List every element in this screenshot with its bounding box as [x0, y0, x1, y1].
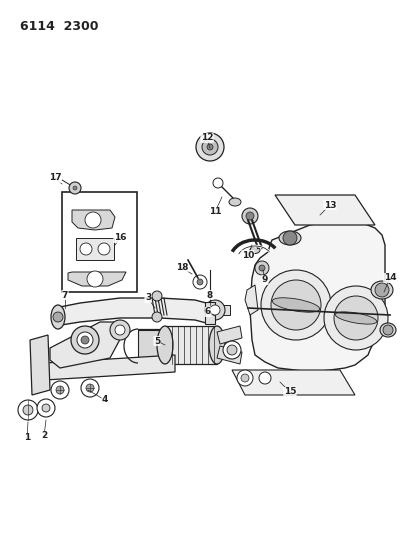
Text: 16: 16: [114, 233, 126, 243]
Ellipse shape: [209, 326, 225, 364]
Text: 12: 12: [201, 133, 213, 142]
Ellipse shape: [335, 312, 377, 324]
Polygon shape: [30, 335, 50, 395]
Circle shape: [80, 243, 92, 255]
Text: 11: 11: [209, 207, 221, 216]
Circle shape: [196, 133, 224, 161]
Circle shape: [77, 332, 93, 348]
Circle shape: [213, 178, 223, 188]
Text: 6114  2300: 6114 2300: [20, 20, 98, 33]
Circle shape: [227, 345, 237, 355]
Ellipse shape: [250, 246, 260, 254]
Circle shape: [115, 325, 125, 335]
Circle shape: [73, 186, 77, 190]
Circle shape: [334, 296, 378, 340]
Circle shape: [255, 261, 269, 275]
Circle shape: [42, 404, 50, 412]
Polygon shape: [245, 285, 258, 315]
Circle shape: [259, 372, 271, 384]
Circle shape: [375, 283, 389, 297]
Circle shape: [98, 243, 110, 255]
Polygon shape: [68, 272, 126, 286]
Circle shape: [69, 182, 81, 194]
Circle shape: [193, 275, 207, 289]
Polygon shape: [138, 330, 165, 362]
Circle shape: [237, 370, 253, 386]
Text: 9: 9: [262, 276, 268, 285]
Ellipse shape: [380, 323, 396, 337]
Circle shape: [86, 384, 94, 392]
Polygon shape: [275, 195, 375, 225]
Circle shape: [271, 280, 321, 330]
Circle shape: [210, 305, 220, 315]
Circle shape: [246, 212, 254, 220]
Circle shape: [81, 379, 99, 397]
Circle shape: [259, 265, 265, 271]
Text: 4: 4: [102, 395, 108, 405]
Circle shape: [283, 231, 297, 245]
Circle shape: [81, 336, 89, 344]
Circle shape: [205, 300, 225, 320]
Polygon shape: [250, 220, 385, 372]
Polygon shape: [232, 370, 355, 395]
Circle shape: [202, 139, 218, 155]
Ellipse shape: [371, 281, 393, 299]
Text: 5: 5: [154, 336, 160, 345]
Circle shape: [241, 374, 249, 382]
Polygon shape: [217, 326, 242, 344]
Polygon shape: [55, 298, 210, 326]
Bar: [210, 305, 230, 315]
Polygon shape: [217, 346, 242, 364]
Ellipse shape: [157, 326, 173, 364]
Ellipse shape: [51, 305, 65, 329]
Text: 14: 14: [384, 273, 396, 282]
Text: 15: 15: [284, 387, 296, 397]
Circle shape: [51, 381, 69, 399]
Bar: [165, 326, 217, 364]
Text: 8: 8: [207, 290, 213, 300]
Bar: [62, 192, 137, 292]
Circle shape: [110, 320, 130, 340]
Circle shape: [85, 212, 101, 228]
Circle shape: [23, 405, 33, 415]
Circle shape: [87, 271, 103, 287]
Text: 2: 2: [41, 432, 47, 440]
Text: 13: 13: [324, 200, 336, 209]
Circle shape: [71, 326, 99, 354]
Circle shape: [18, 400, 38, 420]
Polygon shape: [45, 355, 175, 380]
Text: 1: 1: [24, 433, 30, 442]
Circle shape: [152, 291, 162, 301]
Text: 6: 6: [205, 308, 211, 317]
Text: 18: 18: [176, 263, 188, 272]
Circle shape: [152, 312, 162, 322]
Circle shape: [56, 386, 64, 394]
Ellipse shape: [279, 231, 301, 245]
Text: 17: 17: [49, 174, 61, 182]
Ellipse shape: [229, 198, 241, 206]
Circle shape: [261, 270, 331, 340]
Bar: [76, 238, 114, 260]
Circle shape: [324, 286, 388, 350]
Circle shape: [383, 325, 393, 335]
Polygon shape: [50, 322, 125, 368]
Circle shape: [242, 208, 258, 224]
Text: 10: 10: [242, 251, 254, 260]
Bar: [205, 302, 215, 324]
Circle shape: [197, 279, 203, 285]
Circle shape: [207, 144, 213, 150]
Polygon shape: [72, 210, 115, 230]
Text: 7: 7: [62, 290, 68, 300]
Circle shape: [37, 399, 55, 417]
Text: 3: 3: [145, 294, 151, 303]
Ellipse shape: [273, 298, 319, 312]
Circle shape: [223, 341, 241, 359]
Circle shape: [53, 312, 63, 322]
